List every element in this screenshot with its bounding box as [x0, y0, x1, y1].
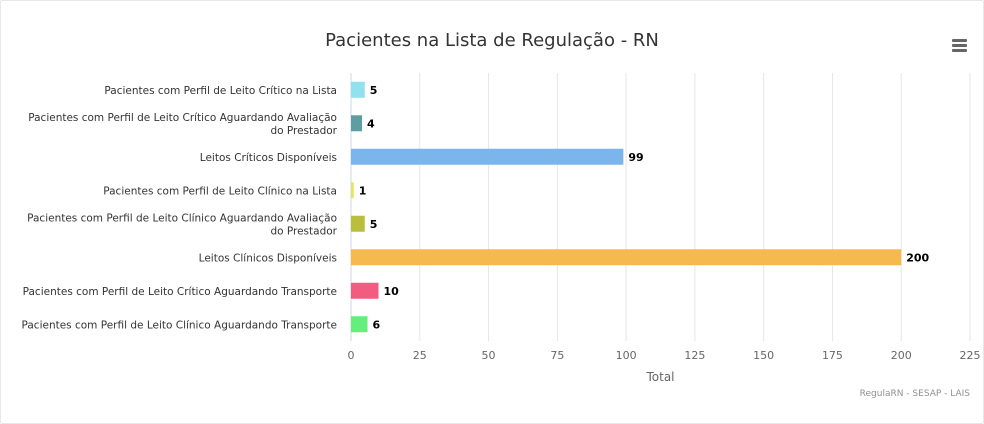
- x-tick-label: 225: [960, 349, 981, 362]
- data-label: 5: [370, 84, 378, 97]
- data-label: 10: [384, 285, 400, 298]
- category-label-line: Pacientes com Perfil de Leito Clínico na…: [103, 185, 337, 197]
- category-label: Leitos Críticos Disponíveis: [200, 152, 337, 164]
- x-tick-label: 75: [550, 349, 564, 362]
- data-label: 200: [906, 251, 929, 264]
- bar[interactable]: [351, 182, 354, 199]
- bar[interactable]: [351, 148, 624, 165]
- category-label: Pacientes com Perfil de Leito Clínico Ag…: [22, 319, 338, 331]
- category-label-line: do Prestador: [270, 225, 337, 237]
- data-label: 99: [628, 151, 643, 164]
- category-label-line: Leitos Clínicos Disponíveis: [199, 252, 337, 264]
- category-label-line: Pacientes com Perfil de Leito Crítico na…: [104, 85, 337, 97]
- x-tick-label: 175: [822, 349, 843, 362]
- category-label-line: Pacientes com Perfil de Leito Clínico Ag…: [22, 319, 338, 331]
- category-label: Pacientes com Perfil de Leito Clínico Ag…: [27, 212, 338, 237]
- bar[interactable]: [351, 282, 379, 299]
- category-label: Pacientes com Perfil de Leito Clínico na…: [103, 185, 337, 197]
- x-tick-label: 100: [616, 349, 637, 362]
- data-label: 4: [367, 117, 375, 130]
- x-tick-label: 200: [891, 349, 912, 362]
- bar[interactable]: [351, 215, 365, 232]
- x-tick-label: 25: [413, 349, 427, 362]
- category-label: Pacientes com Perfil de Leito Crítico na…: [104, 85, 337, 97]
- x-tick-label: 150: [753, 349, 774, 362]
- bar[interactable]: [351, 316, 368, 333]
- x-tick-label: 0: [348, 349, 355, 362]
- category-label-line: Pacientes com Perfil de Leito Crítico Ag…: [23, 286, 337, 298]
- chart-credits[interactable]: RegulaRN - SESAP - LAIS: [859, 389, 970, 399]
- category-label-line: Leitos Críticos Disponíveis: [200, 152, 337, 164]
- data-label: 6: [373, 318, 381, 331]
- category-label: Pacientes com Perfil de Leito Crítico Ag…: [23, 286, 337, 298]
- bar[interactable]: [351, 81, 365, 98]
- category-label-line: Pacientes com Perfil de Leito Crítico Ag…: [28, 112, 337, 124]
- hamburger-menu-icon[interactable]: [950, 37, 970, 53]
- bar[interactable]: [351, 249, 902, 266]
- category-label-line: Pacientes com Perfil de Leito Clínico Ag…: [27, 212, 337, 224]
- bar[interactable]: [351, 115, 363, 132]
- data-label: 1: [359, 184, 367, 197]
- chart-title: Pacientes na Lista de Regulação - RN: [325, 30, 659, 51]
- x-axis-title: Total: [645, 370, 674, 384]
- data-label: 5: [370, 218, 378, 231]
- category-label: Pacientes com Perfil de Leito Crítico Ag…: [28, 112, 337, 137]
- category-label-line: do Prestador: [270, 125, 337, 137]
- x-tick-label: 125: [684, 349, 705, 362]
- category-label: Leitos Clínicos Disponíveis: [199, 252, 337, 264]
- x-tick-label: 50: [482, 349, 496, 362]
